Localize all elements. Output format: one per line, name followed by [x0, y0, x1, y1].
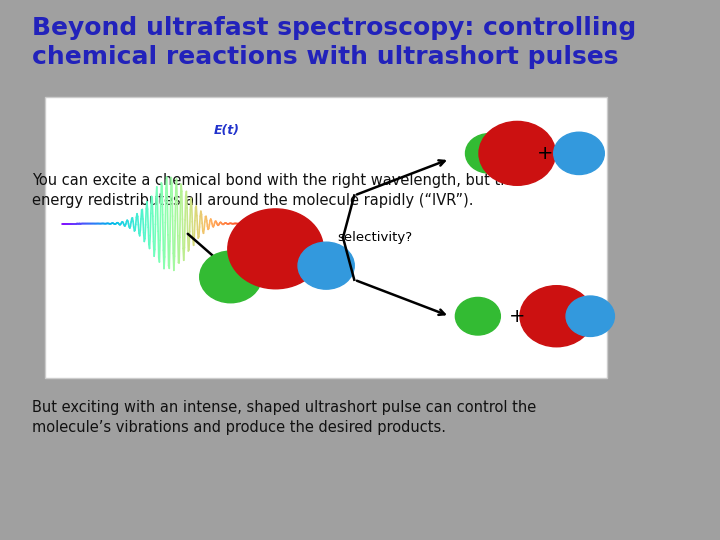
Circle shape [520, 286, 593, 347]
Circle shape [479, 122, 555, 185]
Text: selectivity?: selectivity? [338, 231, 413, 244]
Circle shape [298, 242, 354, 289]
Circle shape [228, 209, 323, 289]
Text: E(t): E(t) [214, 124, 240, 137]
FancyBboxPatch shape [45, 97, 607, 378]
Text: But exciting with an intense, shaped ultrashort pulse can control the
molecule’s: But exciting with an intense, shaped ult… [32, 400, 536, 435]
Circle shape [466, 133, 513, 173]
Circle shape [199, 251, 261, 303]
Text: +: + [537, 144, 554, 163]
Circle shape [566, 296, 614, 336]
Circle shape [455, 298, 500, 335]
Text: +: + [509, 307, 526, 326]
Text: Beyond ultrafast spectroscopy: controlling
chemical reactions with ultrashort pu: Beyond ultrafast spectroscopy: controlli… [32, 16, 636, 69]
Circle shape [554, 132, 604, 174]
Text: You can excite a chemical bond with the right wavelength, but the
energy redistr: You can excite a chemical bond with the … [32, 173, 519, 208]
